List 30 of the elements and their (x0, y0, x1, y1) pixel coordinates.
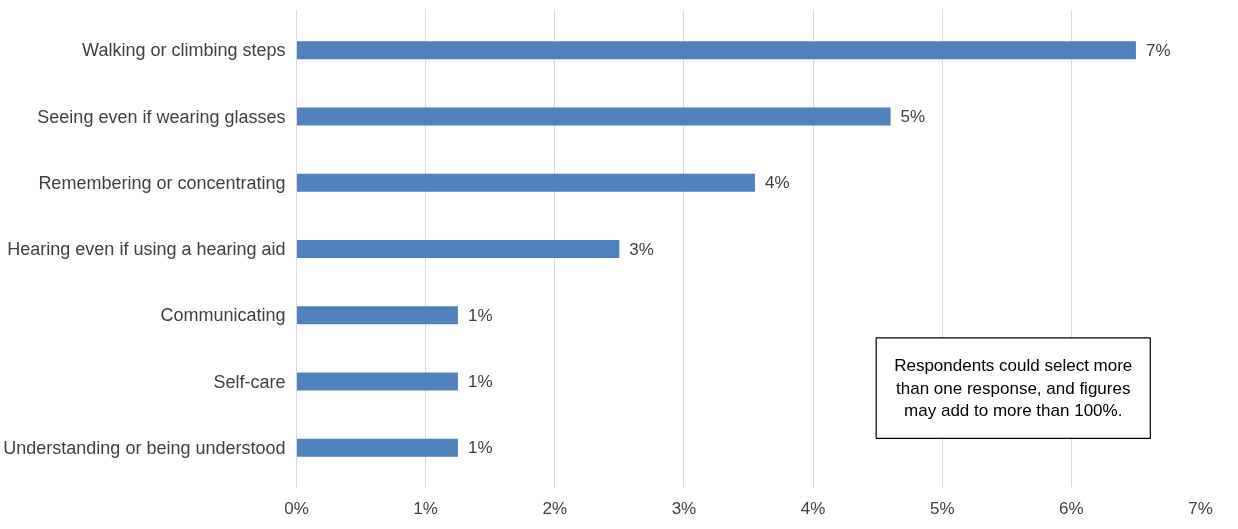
data-label: 3% (629, 239, 654, 259)
bar (296, 41, 1136, 60)
x-tick-label: 2% (542, 498, 568, 518)
x-tick-label: 4% (800, 498, 826, 518)
x-tick-label: 3% (671, 498, 697, 518)
y-tick-label: Hearing even if using a hearing aid (7, 239, 286, 259)
bar (296, 173, 755, 192)
x-tick-label: 0% (284, 498, 309, 518)
bar (296, 372, 458, 391)
data-label: 1% (467, 305, 493, 325)
x-tick-label: 6% (1059, 498, 1084, 518)
data-label: 1% (467, 372, 493, 391)
data-label: 5% (900, 107, 926, 126)
x-tick-label: 5% (929, 498, 955, 518)
y-tick-label: Seeing even if wearing glasses (37, 106, 286, 127)
annotation: Respondents could select more than one response, and figures may add to more than 100%. (894, 355, 1133, 421)
y-tick-label: Self-care (213, 371, 286, 392)
y-tick-label: Walking or climbing steps (82, 40, 286, 61)
bar (296, 306, 458, 325)
y-tick-label: Communicating (160, 305, 286, 326)
data-label: 4% (764, 173, 790, 193)
bar (296, 107, 891, 126)
y-tick-label: Understanding or being understood (3, 437, 286, 458)
bar (296, 438, 458, 457)
data-label: 1% (467, 438, 493, 458)
y-tick-label: Remembering or concentrating (38, 172, 286, 193)
data-label: 7% (1145, 40, 1171, 60)
x-tick-label: 7% (1188, 498, 1213, 518)
bar (296, 240, 620, 258)
x-tick-label: 1% (413, 498, 438, 518)
